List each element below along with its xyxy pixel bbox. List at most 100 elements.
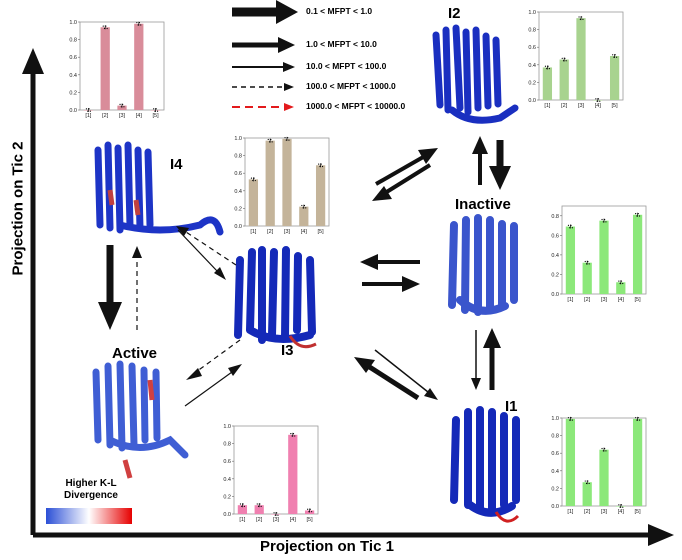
sample-point bbox=[103, 27, 106, 30]
y-tick-label: 0.0 bbox=[551, 292, 559, 298]
sample-point bbox=[637, 213, 639, 215]
sample-point bbox=[619, 506, 621, 508]
sample-point bbox=[105, 25, 107, 27]
sample-point bbox=[254, 179, 256, 182]
sample-point bbox=[250, 177, 253, 179]
y-tick-label: 0.0 bbox=[69, 108, 77, 114]
sample-point bbox=[584, 260, 586, 263]
sample-point bbox=[635, 417, 637, 419]
sample-point bbox=[285, 139, 287, 141]
sample-point bbox=[242, 503, 244, 505]
sample-point bbox=[604, 218, 606, 221]
y-tick-label: 0.8 bbox=[234, 154, 242, 160]
state-label-i3: I3 bbox=[281, 342, 294, 359]
y-tick-label: 0.8 bbox=[223, 442, 231, 448]
y-tick-label: 0.6 bbox=[551, 233, 559, 239]
x-tick-label: [3] bbox=[273, 517, 280, 523]
x-tick-label: [3] bbox=[601, 509, 608, 515]
sample-point bbox=[612, 54, 614, 56]
sample-point bbox=[544, 65, 547, 67]
sample-point bbox=[273, 512, 275, 514]
x-tick-label: [1] bbox=[567, 297, 574, 303]
y-tick-label: 0.6 bbox=[528, 45, 536, 51]
sample-point bbox=[87, 110, 89, 112]
sample-point bbox=[154, 110, 156, 112]
legend-label-3: 10.0 < MFPT < 100.0 bbox=[306, 61, 387, 71]
sample-point bbox=[582, 18, 584, 20]
bar bbox=[237, 505, 248, 514]
sample-point bbox=[605, 450, 607, 452]
x-tick-label: [4] bbox=[618, 509, 625, 515]
y-tick-label: 0.4 bbox=[234, 189, 242, 195]
sample-point bbox=[584, 480, 586, 482]
bar bbox=[582, 482, 592, 506]
sample-point bbox=[153, 108, 155, 110]
bar bbox=[576, 18, 586, 100]
sample-point bbox=[294, 435, 296, 437]
bar bbox=[265, 140, 275, 226]
chart-frame bbox=[233, 425, 319, 515]
y-tick-label: 0.2 bbox=[551, 486, 559, 492]
y-tick-label: 0.4 bbox=[528, 63, 536, 69]
sample-point bbox=[638, 215, 641, 217]
sample-point bbox=[310, 511, 313, 513]
sample-point bbox=[309, 508, 311, 510]
sample-point bbox=[140, 24, 142, 26]
bar bbox=[542, 67, 553, 100]
x-tick-label: [5] bbox=[635, 509, 642, 515]
sample-point bbox=[239, 503, 242, 505]
sample-point bbox=[292, 433, 295, 435]
bar bbox=[632, 418, 643, 506]
sample-point bbox=[596, 100, 598, 102]
x-tick-label: [2] bbox=[102, 113, 109, 119]
sample-point bbox=[260, 505, 262, 507]
main-axes bbox=[22, 48, 674, 546]
sample-point bbox=[253, 177, 255, 179]
sample-point bbox=[578, 16, 580, 18]
y-tick-label: 0.2 bbox=[223, 494, 231, 500]
sample-point bbox=[561, 57, 563, 59]
sample-point bbox=[85, 108, 88, 110]
sample-point bbox=[136, 21, 138, 24]
x-tick-label: [2] bbox=[256, 517, 263, 523]
sample-point bbox=[615, 56, 618, 58]
sample-point bbox=[291, 435, 293, 437]
kl-legend-line1: Higher K-L bbox=[65, 478, 117, 489]
bar bbox=[565, 226, 576, 294]
bar bbox=[299, 206, 309, 226]
y-tick-label: 0.6 bbox=[223, 459, 231, 465]
protein-i3 bbox=[234, 246, 317, 349]
y-tick-label: 0.8 bbox=[551, 214, 559, 220]
sample-point bbox=[622, 282, 624, 285]
bar bbox=[248, 179, 259, 226]
sample-point bbox=[119, 103, 121, 105]
x-tick-label: [3] bbox=[119, 113, 126, 119]
sample-point bbox=[318, 163, 320, 165]
sample-point bbox=[546, 68, 548, 70]
kl-legend-label: Higher K-L Divergence bbox=[46, 478, 136, 502]
sample-point bbox=[271, 141, 273, 143]
bar bbox=[288, 434, 298, 514]
chart-i4: 0.0 0.2 0.4 0.6 0.8 1.0 [1] [2] [3] [4] [5] bbox=[69, 20, 165, 119]
sample-point bbox=[638, 419, 641, 421]
sample-point bbox=[122, 103, 124, 105]
y-tick-label: 1.0 bbox=[223, 424, 231, 430]
sample-point bbox=[622, 506, 624, 508]
sample-point bbox=[601, 447, 603, 450]
bar bbox=[632, 214, 643, 294]
sample-point bbox=[102, 25, 104, 27]
sample-point bbox=[241, 505, 243, 507]
sample-point bbox=[599, 100, 601, 102]
x-tick-label: [4] bbox=[301, 229, 308, 235]
x-tick-label: [4] bbox=[595, 103, 602, 109]
sample-point bbox=[302, 207, 304, 209]
x-tick-label: [5] bbox=[153, 113, 160, 119]
sample-point bbox=[587, 260, 589, 263]
sample-point bbox=[605, 221, 607, 223]
state-label-i1: I1 bbox=[505, 398, 518, 415]
sample-point bbox=[89, 110, 91, 112]
sample-point bbox=[565, 60, 567, 62]
sample-point bbox=[585, 482, 588, 485]
transition-arrows bbox=[98, 136, 511, 407]
